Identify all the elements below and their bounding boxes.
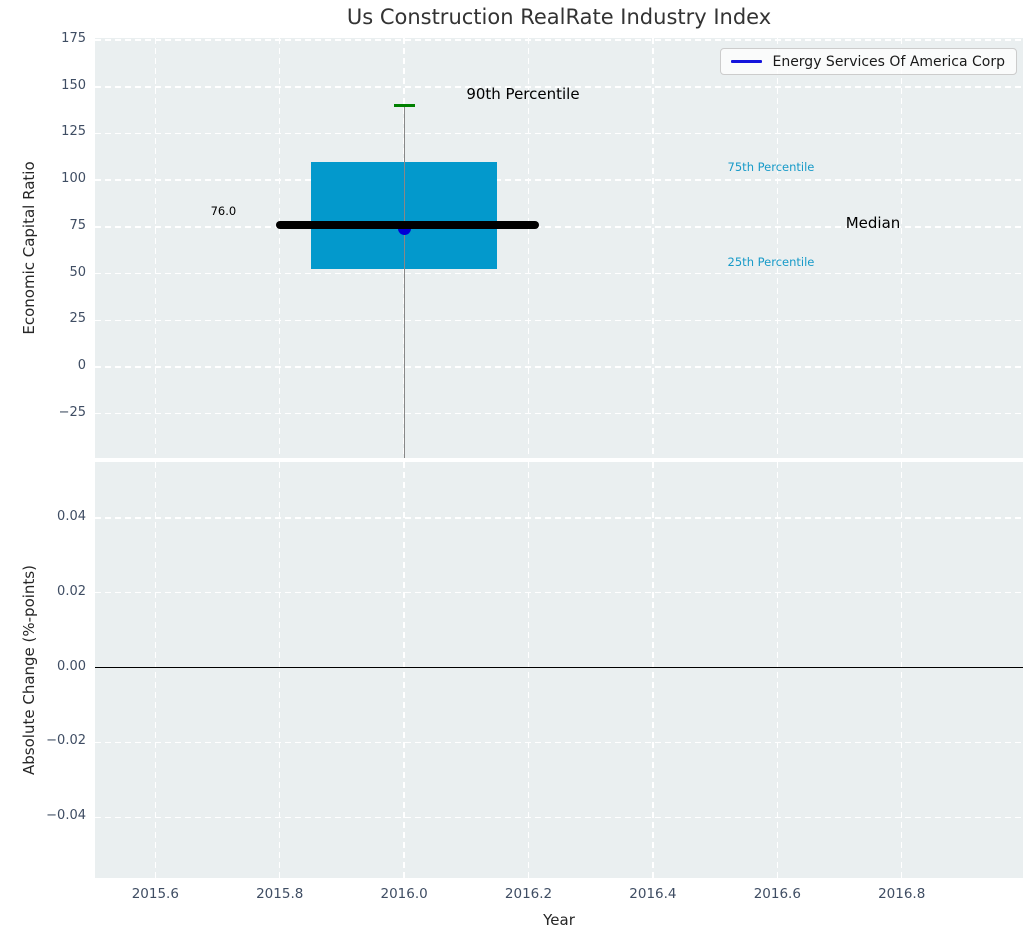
annotation: 75th Percentile bbox=[727, 159, 815, 174]
y-tick-label: −0.02 bbox=[46, 733, 86, 749]
gridline-vertical bbox=[776, 462, 779, 878]
y-tick-label: 50 bbox=[69, 264, 86, 280]
y-tick-label: −25 bbox=[58, 404, 86, 420]
median-line bbox=[275, 220, 539, 230]
gridline-vertical bbox=[278, 462, 281, 878]
bottom-plot-area bbox=[95, 462, 1023, 878]
annotation: Median bbox=[845, 214, 901, 233]
x-tick-label: 2015.8 bbox=[256, 886, 304, 902]
x-tick-label: 2016.0 bbox=[380, 886, 428, 902]
y-tick-label: 0.02 bbox=[57, 583, 86, 599]
gridline-horizontal bbox=[95, 226, 1023, 228]
gridline-vertical bbox=[652, 462, 654, 878]
gridline-vertical bbox=[278, 38, 281, 458]
gridline-vertical bbox=[527, 462, 530, 878]
gridline-horizontal bbox=[95, 132, 1023, 135]
gridline-horizontal bbox=[95, 179, 1023, 181]
y-tick-label: 25 bbox=[69, 311, 86, 327]
annotation: 90th Percentile bbox=[466, 85, 580, 104]
gridline-horizontal bbox=[95, 319, 1023, 322]
x-tick-label: 2016.6 bbox=[753, 886, 801, 902]
annotation: 25th Percentile bbox=[727, 254, 815, 269]
y-tick-label: 0.00 bbox=[57, 658, 86, 674]
y-tick-label: 75 bbox=[69, 217, 86, 233]
x-tick-label: 2016.4 bbox=[629, 886, 677, 902]
gridline-vertical bbox=[652, 38, 654, 458]
gridline-horizontal bbox=[95, 366, 1023, 368]
y-tick-label: 175 bbox=[61, 31, 86, 47]
y-tick-label: 0 bbox=[77, 358, 86, 373]
y-tick-label: −0.04 bbox=[46, 808, 86, 824]
gridline-horizontal bbox=[95, 412, 1023, 415]
y-tick-label: 100 bbox=[61, 171, 86, 187]
gridline-horizontal bbox=[95, 517, 1023, 519]
bottom-y-axis-label: Absolute Change (%-points) bbox=[20, 565, 38, 775]
gridline-horizontal bbox=[95, 39, 1023, 41]
gridline-vertical bbox=[900, 38, 903, 458]
gridline-vertical bbox=[527, 38, 530, 458]
whisker-cap bbox=[393, 103, 415, 107]
y-tick-label: 150 bbox=[61, 77, 86, 93]
x-tick-label: 2015.6 bbox=[131, 886, 179, 902]
x-axis-label: Year bbox=[543, 911, 575, 929]
gridline-vertical bbox=[154, 38, 157, 458]
legend-line-icon bbox=[731, 60, 763, 63]
top-plot-area bbox=[95, 38, 1023, 458]
gridline-horizontal bbox=[95, 591, 1023, 594]
legend: Energy Services Of America Corp bbox=[720, 48, 1017, 75]
gridline-horizontal bbox=[95, 816, 1023, 819]
gridline-vertical bbox=[154, 462, 157, 878]
top-y-axis-label: Economic Capital Ratio bbox=[20, 161, 38, 335]
chart-title: Us Construction RealRate Industry Index bbox=[346, 5, 772, 29]
zero-line bbox=[95, 666, 1023, 669]
y-tick-label: 0.04 bbox=[57, 508, 86, 524]
legend-label: Energy Services Of America Corp bbox=[772, 53, 1005, 70]
annotation: 76.0 bbox=[210, 203, 237, 218]
gridline-horizontal bbox=[95, 86, 1023, 88]
x-tick-label: 2016.8 bbox=[878, 886, 926, 902]
y-tick-label: 125 bbox=[61, 124, 86, 140]
gridline-vertical bbox=[403, 462, 405, 878]
gridline-vertical bbox=[776, 38, 779, 458]
gridline-horizontal bbox=[95, 272, 1023, 275]
gridline-vertical bbox=[900, 462, 903, 878]
gridline-horizontal bbox=[95, 741, 1023, 744]
whisker-line bbox=[403, 105, 405, 458]
x-tick-label: 2016.2 bbox=[504, 886, 553, 902]
